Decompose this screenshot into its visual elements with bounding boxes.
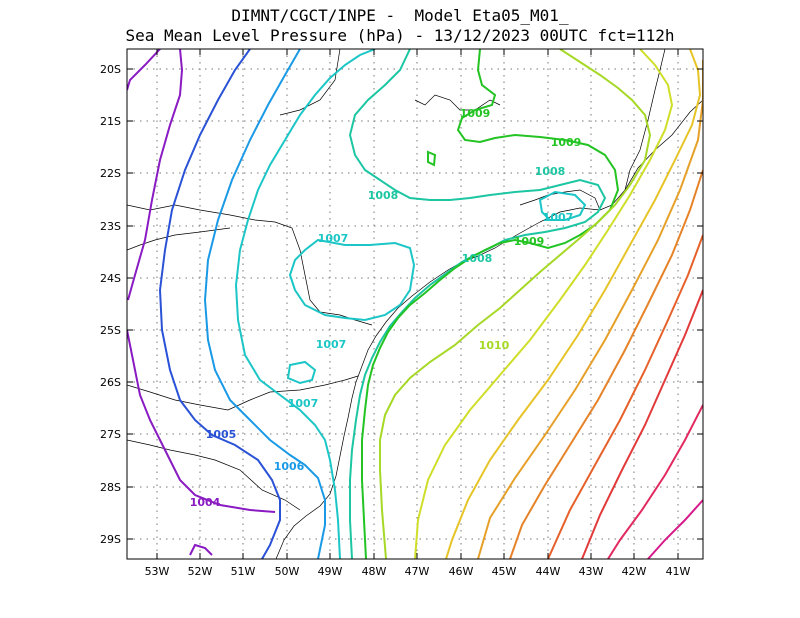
lat-label: 24S xyxy=(100,272,121,285)
contour-label: 1006 xyxy=(274,460,305,473)
lon-label: 47W xyxy=(405,565,430,578)
lon-label: 41W xyxy=(666,565,691,578)
lon-label: 49W xyxy=(318,565,343,578)
contour-label: 1007 xyxy=(316,338,347,351)
pressure-map: 20S 21S 22S 23S 24S 25S 26S 27S 28S 29S … xyxy=(0,0,800,618)
isobar-1005 xyxy=(160,49,280,559)
lat-label: 29S xyxy=(100,533,121,546)
lat-label: 23S xyxy=(100,220,121,233)
contour-label: 1010 xyxy=(479,339,510,352)
contour-label: 1009 xyxy=(514,235,545,248)
isobar-1009 xyxy=(428,152,435,165)
contour-label: 1008 xyxy=(535,165,566,178)
lon-label: 46W xyxy=(449,565,474,578)
isobar-1018 xyxy=(648,500,703,559)
isobar-1017 xyxy=(608,405,703,559)
contour-label: 1009 xyxy=(551,136,582,149)
isobar-1007 xyxy=(290,240,414,320)
lon-label: 52W xyxy=(188,565,213,578)
contour-labels: 1009 1009 1009 1008 1008 1008 1007 1007 … xyxy=(190,107,582,509)
contour-label: 1005 xyxy=(206,428,237,441)
lat-label: 25S xyxy=(100,324,121,337)
lon-label: 51W xyxy=(231,565,256,578)
lon-label: 48W xyxy=(362,565,387,578)
lon-label: 45W xyxy=(492,565,517,578)
isobar-1004 xyxy=(127,330,275,512)
isobar-1011 xyxy=(415,49,672,559)
latitude-labels: 20S 21S 22S 23S 24S 25S 26S 27S 28S 29S xyxy=(100,63,121,546)
contour-label: 1008 xyxy=(368,189,399,202)
isobar-1016 xyxy=(582,290,703,559)
lat-label: 27S xyxy=(100,428,121,441)
contour-label: 1004 xyxy=(190,496,221,509)
isobar-1006 xyxy=(205,49,325,559)
lat-label: 26S xyxy=(100,376,121,389)
lat-label: 22S xyxy=(100,167,121,180)
contour-label: 1008 xyxy=(462,252,493,265)
lon-label: 42W xyxy=(622,565,647,578)
lat-label: 20S xyxy=(100,63,121,76)
isobar-1004 xyxy=(128,49,182,300)
isobar-1010 xyxy=(380,49,650,559)
contour-label: 1009 xyxy=(460,107,491,120)
lon-label: 44W xyxy=(536,565,561,578)
lon-label: 43W xyxy=(579,565,604,578)
isobar-1007 xyxy=(288,362,315,383)
lon-label: 50W xyxy=(275,565,300,578)
lat-label: 28S xyxy=(100,481,121,494)
lon-label: 53W xyxy=(145,565,170,578)
contour-label: 1007 xyxy=(318,232,349,245)
longitude-labels: 53W 52W 51W 50W 49W 48W 47W 46W 45W 44W … xyxy=(145,565,691,578)
isobar-1004 xyxy=(190,545,212,555)
contour-label: 1007 xyxy=(543,211,574,224)
lat-label: 21S xyxy=(100,115,121,128)
isobar-1012 xyxy=(446,49,700,559)
contour-label: 1007 xyxy=(288,397,319,410)
